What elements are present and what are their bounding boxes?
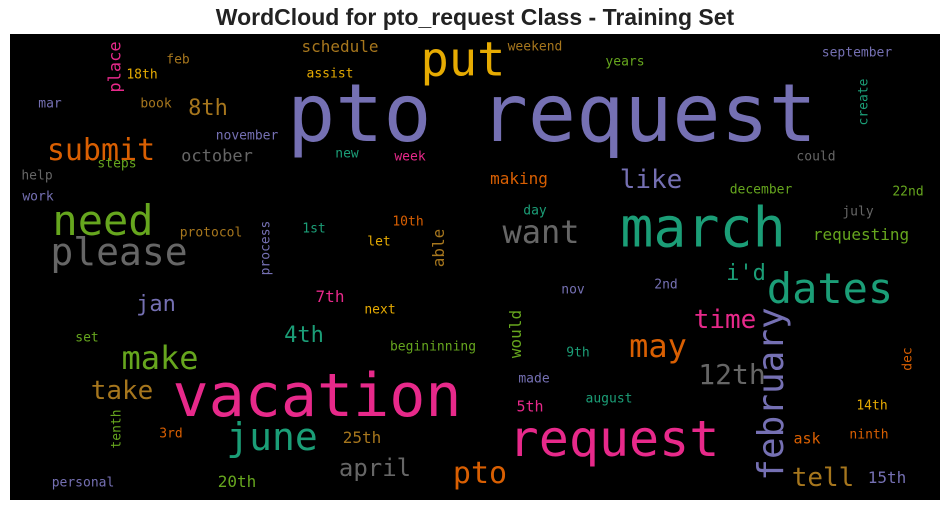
word-august: august (585, 391, 633, 407)
word-book: book (140, 96, 172, 112)
wordcloud-canvas: pto request vacation march request put dates n… (10, 34, 940, 500)
word-4th: 4th (284, 323, 324, 348)
word-protocol: protocol (179, 225, 243, 241)
word-pto-request: pto request (287, 67, 817, 160)
word-vacation: vacation (172, 361, 462, 431)
word-14th: 14th (856, 398, 888, 414)
word-9th: 9th (566, 345, 590, 361)
word-like: like (619, 165, 683, 195)
word-please: please (50, 230, 188, 274)
word-dec: dec (900, 347, 916, 371)
word-mar: mar (38, 96, 62, 112)
word-assist: assist (306, 66, 354, 82)
word-made: made (518, 371, 550, 387)
word-pto: pto (452, 456, 508, 491)
word-i-d: i'd (726, 261, 766, 286)
word-3rd: 3rd (159, 426, 183, 442)
word-begininning: begininning (389, 339, 477, 355)
word-june: june (226, 415, 318, 459)
word-make: make (121, 339, 199, 377)
word-time: time (693, 305, 757, 335)
word-put: put (420, 34, 506, 88)
word-10th: 10th (392, 214, 424, 230)
word-february: february (751, 307, 792, 481)
word-next: next (364, 302, 396, 318)
word-july: july (842, 204, 874, 220)
word-15th: 15th (867, 468, 907, 487)
word-want: want (502, 213, 580, 251)
word-december: december (729, 182, 793, 198)
word-22nd: 22nd (892, 184, 924, 200)
word-day: day (523, 203, 547, 219)
word-need: need (52, 196, 154, 245)
word-18th: 18th (126, 67, 158, 83)
word-october: october (181, 146, 253, 167)
word-requesting: requesting (812, 225, 910, 244)
word-ninth: ninth (849, 427, 889, 443)
word-new: new (335, 146, 359, 162)
word-making: making (490, 169, 548, 188)
word-5th: 5th (516, 397, 544, 416)
word-work: work (22, 189, 54, 205)
word-tenth: tenth (109, 409, 125, 449)
word-dates: dates (766, 264, 894, 313)
word-12th: 12th (698, 358, 766, 391)
word-years: years (605, 54, 645, 70)
word-may: may (629, 327, 687, 365)
word-1st: 1st (302, 221, 326, 237)
word-steps: steps (97, 156, 137, 172)
word-would: would (506, 309, 525, 359)
word-april: april (338, 454, 412, 482)
word-could: could (796, 149, 836, 165)
word-20th: 20th (217, 472, 257, 491)
chart-title: WordCloud for pto_request Class - Traini… (215, 4, 735, 30)
word-jan: jan (136, 292, 176, 317)
word-create: create (856, 78, 872, 126)
word-place: place (105, 41, 126, 93)
word-week: week (394, 149, 426, 165)
word-ask: ask (793, 429, 821, 448)
word-8th: 8th (188, 96, 228, 121)
word-able: able (429, 228, 448, 268)
word-7th: 7th (315, 287, 345, 306)
word-schedule: schedule (301, 37, 379, 56)
word-let: let (367, 234, 391, 250)
word-submit: submit (46, 133, 156, 168)
word-2nd: 2nd (654, 277, 678, 293)
word-nov: nov (561, 282, 585, 298)
word-take: take (90, 376, 154, 406)
word-september: september (821, 45, 893, 61)
word-march: march (620, 195, 786, 260)
word-process: process (258, 220, 274, 276)
word-november: november (215, 128, 279, 144)
word-weekend: weekend (507, 39, 563, 55)
word-feb: feb (166, 52, 190, 68)
word-personal: personal (51, 475, 115, 491)
word-tell: tell (791, 463, 855, 493)
word-25th: 25th (342, 428, 382, 447)
word-help: help (21, 168, 53, 184)
word-request: request (508, 410, 720, 468)
word-set: set (75, 330, 99, 346)
